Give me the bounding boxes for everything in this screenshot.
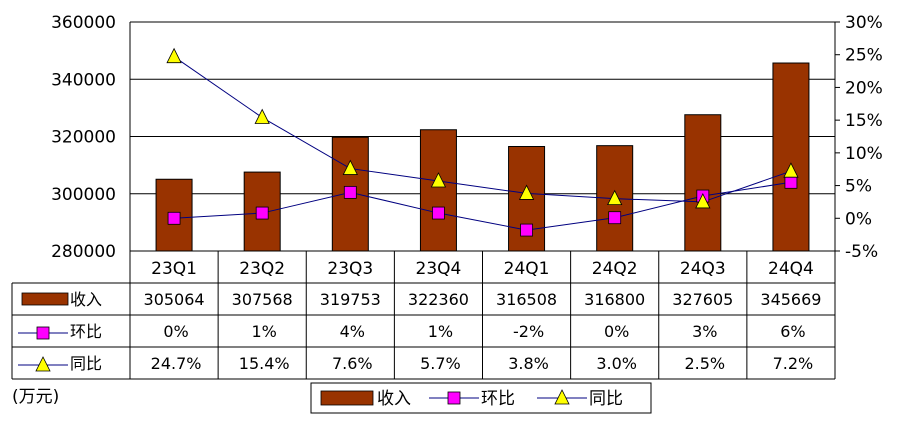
legend-label-mom: 环比 [481, 389, 515, 409]
mom-row-cell: 4% [340, 322, 365, 341]
legend: 收入 环比 同比 [310, 382, 652, 414]
yoy-row-cell: 2.5% [684, 354, 725, 373]
category-label: 24Q4 [768, 259, 814, 279]
y-right-tick-label: 30% [845, 13, 883, 33]
yoy-marker [607, 189, 623, 206]
yoy-marker [430, 172, 447, 188]
category-label: 23Q2 [239, 259, 285, 279]
category-label: 23Q4 [416, 259, 462, 279]
legend-key-revenue [320, 390, 374, 406]
mom-row-cell: 1% [251, 322, 276, 341]
mom-row-cell: 1% [428, 322, 453, 341]
y-right-tick-label: 25% [845, 46, 883, 66]
y-right-tick-label: 5% [845, 177, 872, 197]
row-header-label: 环比 [70, 322, 102, 341]
yoy-marker [166, 47, 182, 64]
yoy-marker [783, 162, 799, 178]
mom-marker [432, 206, 445, 220]
row-header-label: 收入 [70, 290, 102, 309]
mom-marker [343, 185, 357, 199]
row-key-bar [21, 292, 69, 306]
y-right-tick-label: 10% [845, 144, 883, 164]
yoy-marker [518, 184, 535, 200]
y-right-tick-label: 15% [845, 111, 883, 131]
yoy-marker [254, 108, 270, 124]
revenue-row-cell: 322360 [408, 290, 469, 309]
bar [419, 129, 457, 252]
y-left-tick-label: 280000 [51, 242, 116, 262]
yoy-marker [342, 159, 358, 175]
bar [684, 114, 722, 252]
line-series [166, 47, 799, 237]
revenue-row-cell: 307568 [232, 290, 293, 309]
mom-row-cell: 0% [163, 322, 188, 341]
y-left-tick-label: 300000 [51, 185, 116, 205]
bar [772, 62, 810, 252]
yoy-row-cell: 5.7% [420, 354, 461, 373]
y-right-tick-label: 0% [845, 209, 872, 229]
revenue-row-cell: 345669 [760, 290, 821, 309]
revenue-row-cell: 319753 [320, 290, 381, 309]
mom-row-cell: 0% [604, 322, 629, 341]
row-key-marker [36, 326, 50, 340]
tick-labels: 280000 300000 320000 340000 360000 -5% 0% 5% 10%… [51, 13, 883, 262]
yoy-row-cell: 3.8% [508, 354, 549, 373]
yoy-row-cell: 7.2% [773, 354, 814, 373]
category-label: 23Q1 [151, 259, 197, 279]
legend-key-mom-marker [447, 391, 461, 405]
legend-label-yoy: 同比 [589, 389, 623, 409]
revenue-row-cell: 316800 [584, 290, 645, 309]
yoy-row-cell: 15.4% [239, 354, 290, 373]
row-key-marker [35, 356, 51, 372]
row-header-label: 同比 [70, 354, 102, 373]
revenue-row-cell: 316508 [496, 290, 557, 309]
y-right-tick-label: -5% [845, 242, 878, 262]
mom-marker [520, 223, 533, 237]
mom-marker [608, 211, 622, 225]
category-label: 24Q1 [504, 259, 550, 279]
yoy-row-cell: 24.7% [151, 354, 202, 373]
yoy-marker [695, 193, 711, 209]
y-left-tick-label: 320000 [51, 128, 116, 148]
bar-series [155, 62, 810, 252]
mom-marker [167, 211, 181, 225]
category-label: 24Q2 [592, 259, 638, 279]
legend-key-yoy-marker [554, 389, 570, 405]
mom-line [174, 181, 792, 231]
y-left-tick-label: 340000 [51, 70, 116, 90]
axes [129, 21, 840, 252]
mom-row-cell: 3% [692, 322, 717, 341]
revenue-row-cell: 327605 [672, 290, 733, 309]
mom-row-cell: 6% [780, 322, 805, 341]
yoy-row-cell: 3.0% [596, 354, 637, 373]
yoy-line [173, 56, 792, 203]
mom-marker [784, 175, 798, 189]
y-left-tick-label: 360000 [51, 13, 116, 33]
data-table: 23Q1 23Q2 23Q3 23Q4 24Q1 24Q2 24Q3 24Q4 收入 305064… [11, 250, 836, 380]
unit-label: (万元) [12, 387, 59, 407]
revenue-row-cell: 305064 [144, 290, 205, 309]
category-label: 24Q3 [680, 259, 726, 279]
y-right-tick-label: 20% [845, 78, 883, 98]
category-label: 23Q3 [327, 259, 373, 279]
mom-row-cell: -2% [513, 322, 544, 341]
yoy-row-cell: 7.6% [332, 354, 373, 373]
mom-marker [255, 206, 269, 220]
legend-label-revenue: 收入 [377, 389, 411, 409]
grid-lines [130, 21, 835, 252]
